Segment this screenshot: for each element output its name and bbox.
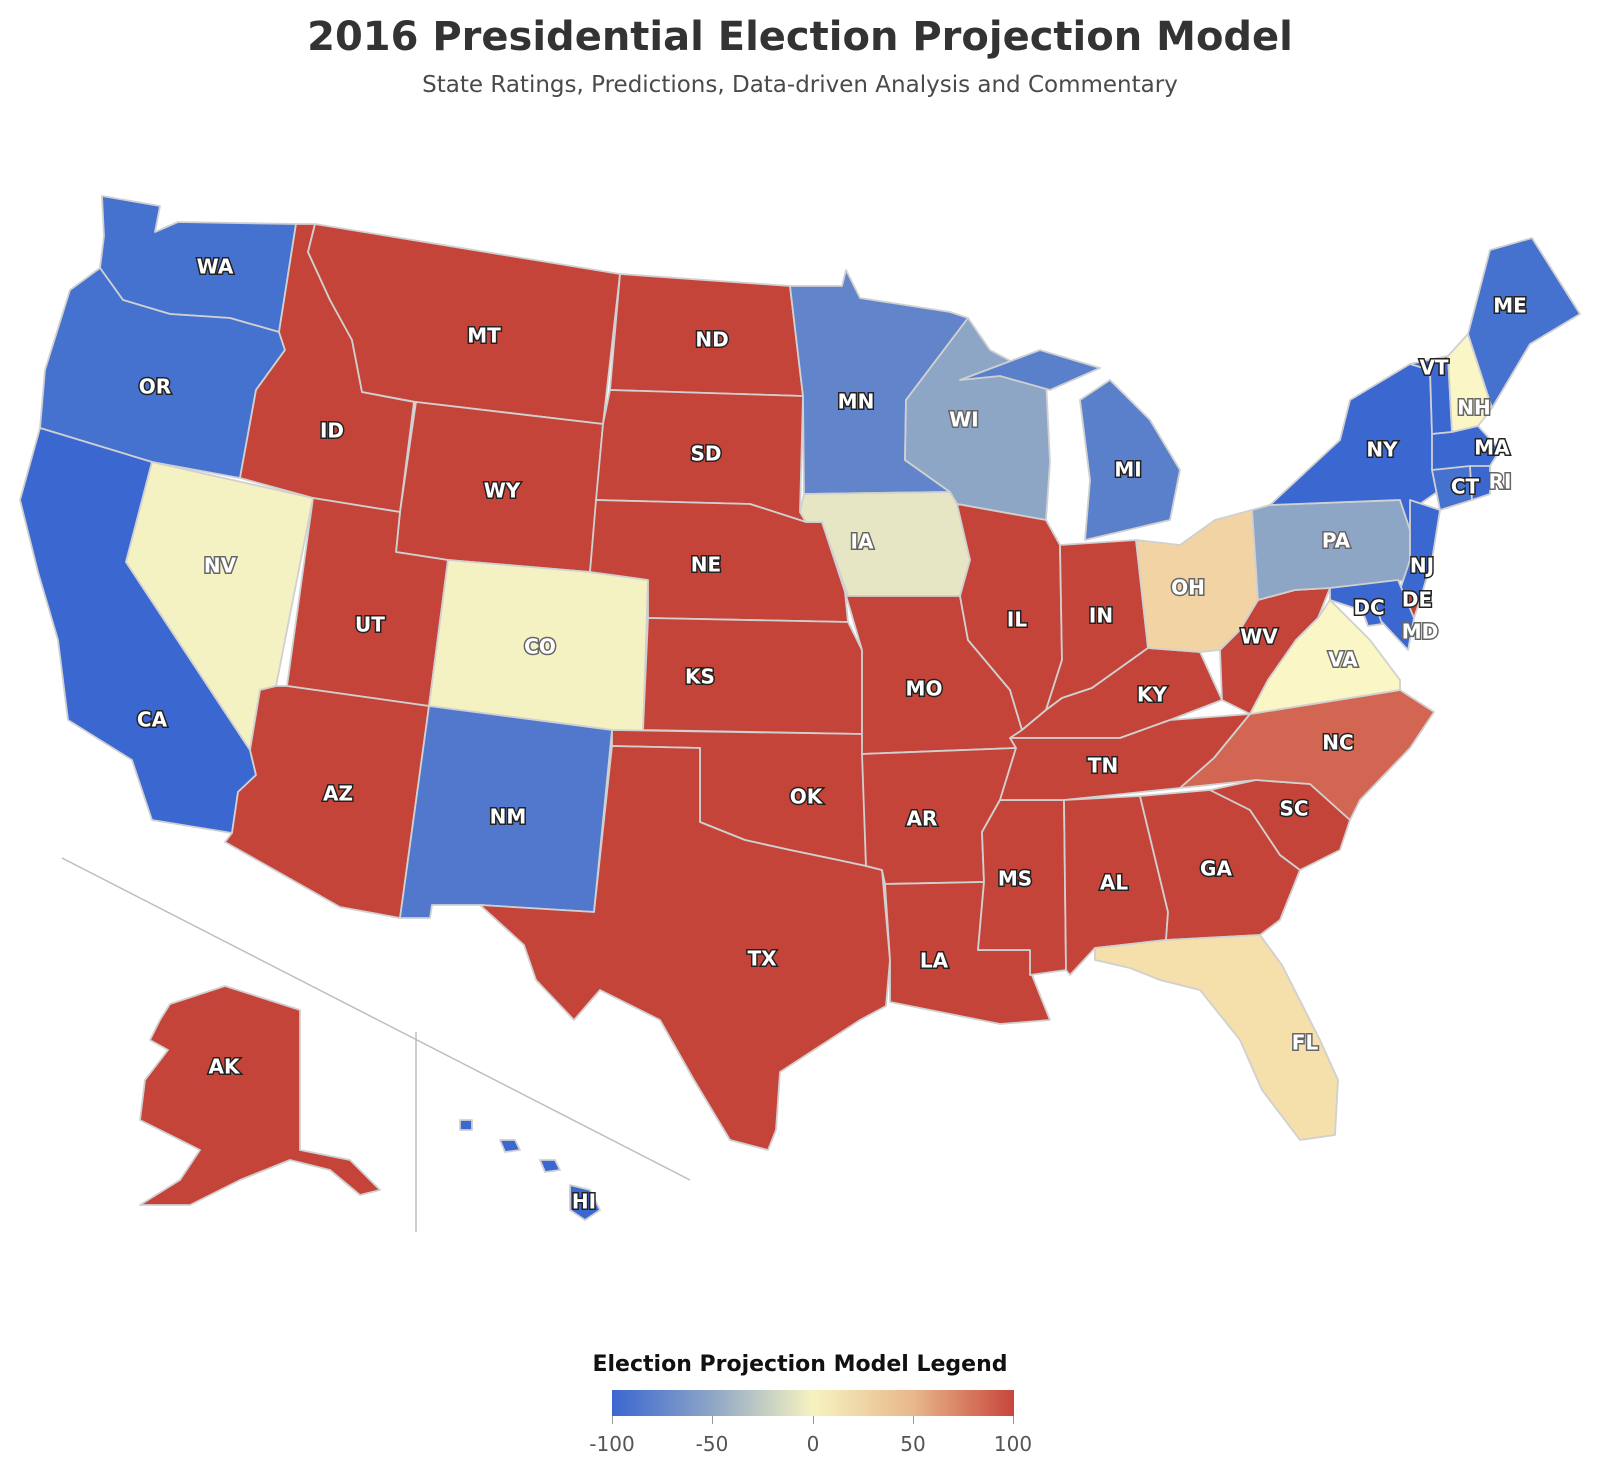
state-label-tx: TX: [747, 947, 777, 971]
state-label-co: CO: [524, 635, 556, 659]
state-label-ok: OK: [790, 785, 824, 809]
state-label-il: IL: [1007, 608, 1027, 632]
state-label-az: AZ: [323, 782, 353, 806]
state-label-vt: VT: [1419, 356, 1448, 380]
legend-title: Election Projection Model Legend: [592, 1352, 1008, 1377]
state-hi[interactable]: [459, 1119, 601, 1221]
state-label-wy: WY: [484, 479, 521, 503]
state-label-hi: HI: [572, 1190, 596, 1214]
state-label-ct: CT: [1451, 475, 1480, 499]
state-label-nc: NC: [1322, 731, 1353, 755]
state-dc[interactable]: [1361, 605, 1383, 627]
state-label-va: VA: [1328, 648, 1358, 672]
state-nc[interactable]: [1179, 689, 1435, 821]
labels-layer: WA OR CA NV ID MT WY UT AZ CO NM ND SD NE KS OK TX MN IA MO…: [135, 253, 1528, 1215]
state-label-ia: IA: [851, 530, 874, 554]
state-label-nj: NJ: [1410, 554, 1434, 578]
state-label-ar: AR: [907, 807, 938, 831]
state-label-ma: MA: [1474, 436, 1510, 460]
state-mi[interactable]: [959, 349, 1181, 541]
state-label-nd: ND: [695, 328, 728, 352]
page-title: 2016 Presidential Election Projection Mo…: [307, 14, 1293, 60]
state-label-md: MD: [1402, 620, 1439, 644]
legend-tick-label: 50: [900, 1432, 926, 1456]
state-label-ms: MS: [998, 867, 1032, 891]
state-label-la: LA: [920, 949, 949, 973]
us-election-map: WA OR CA NV ID MT WY UT AZ CO NM ND SD NE KS OK TX MN IA MO…: [19, 195, 1581, 1232]
inset-divider-diagonal: [61, 857, 691, 1181]
state-label-nh: NH: [1457, 396, 1490, 420]
legend-tick: [712, 1416, 713, 1424]
state-label-nm: NM: [490, 805, 527, 829]
state-label-ks: KS: [685, 665, 715, 689]
state-nh[interactable]: [1447, 333, 1493, 433]
state-label-mn: MN: [838, 390, 875, 414]
state-label-sc: SC: [1279, 797, 1308, 821]
state-label-de: DE: [1402, 588, 1432, 612]
state-label-wa: WA: [197, 255, 234, 279]
state-nm[interactable]: [399, 705, 613, 919]
state-label-me: ME: [1493, 294, 1527, 318]
state-ak[interactable]: [139, 985, 381, 1206]
state-tx[interactable]: [479, 745, 891, 1151]
page-subtitle: State Ratings, Predictions, Data-driven …: [422, 72, 1178, 98]
state-label-wv: WV: [1240, 625, 1278, 649]
state-ri[interactable]: [1469, 465, 1491, 501]
state-label-fl: FL: [1292, 1031, 1319, 1055]
state-label-in: IN: [1089, 604, 1113, 628]
state-label-nv: NV: [204, 554, 237, 578]
legend-tick-label: -50: [695, 1432, 729, 1456]
legend-tick: [1013, 1416, 1014, 1424]
state-label-sd: SD: [690, 442, 721, 466]
state-mt[interactable]: [307, 223, 621, 425]
state-label-oh: OH: [1171, 576, 1205, 600]
state-label-mo: MO: [906, 677, 943, 701]
legend-color-bar: [612, 1390, 1014, 1416]
state-label-dc: DC: [1353, 596, 1384, 620]
state-label-ga: GA: [1200, 857, 1232, 881]
state-ks[interactable]: [642, 617, 863, 735]
legend-tick-label: 100: [993, 1432, 1033, 1456]
legend-tick: [813, 1416, 814, 1424]
state-me[interactable]: [1467, 237, 1581, 409]
state-label-pa: PA: [1322, 529, 1351, 553]
state-label-ri: RI: [1489, 470, 1512, 494]
state-label-mt: MT: [467, 324, 501, 348]
state-label-ca: CA: [137, 708, 168, 732]
legend-tick-label: 0: [806, 1432, 820, 1456]
state-label-ak: AK: [209, 1055, 241, 1079]
legend-tick-label: -100: [589, 1432, 635, 1456]
legend-tick: [913, 1416, 914, 1424]
state-label-ny: NY: [1366, 438, 1398, 462]
legend-tick: [612, 1416, 613, 1424]
state-fl[interactable]: [1094, 934, 1339, 1141]
state-label-ne: NE: [691, 553, 721, 577]
state-ne[interactable]: [589, 499, 849, 623]
states-layer: [19, 195, 1581, 1221]
state-label-ky: KY: [1137, 683, 1167, 707]
state-label-or: OR: [139, 375, 171, 399]
state-label-mi: MI: [1114, 458, 1141, 482]
state-label-ut: UT: [355, 613, 385, 637]
state-label-tn: TN: [1088, 754, 1118, 778]
state-label-wi: WI: [949, 408, 979, 432]
state-label-id: ID: [320, 419, 344, 443]
state-label-al: AL: [1100, 871, 1128, 895]
